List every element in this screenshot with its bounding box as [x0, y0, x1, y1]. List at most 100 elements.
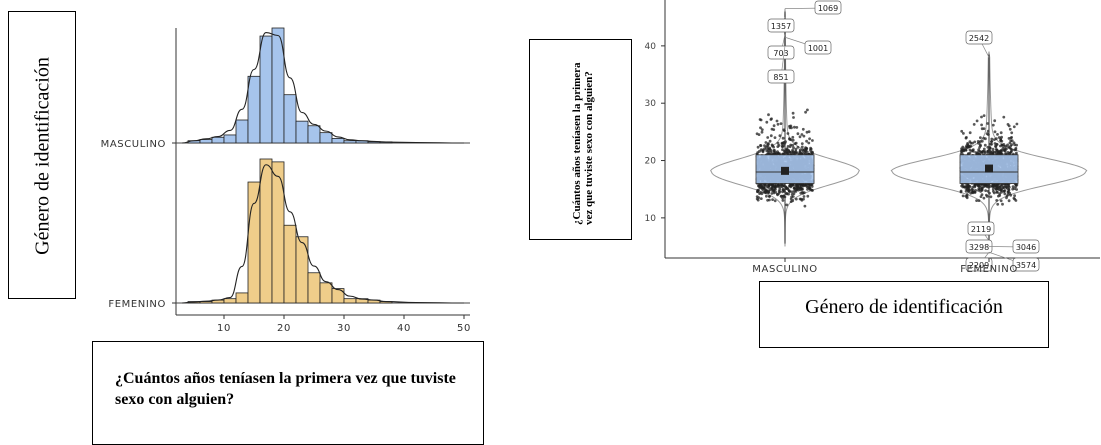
data-point: [792, 146, 795, 149]
data-point: [767, 113, 770, 116]
data-point: [776, 193, 779, 196]
data-point: [760, 144, 763, 147]
data-point: [984, 184, 987, 187]
data-point: [793, 126, 796, 129]
data-point: [758, 150, 761, 153]
data-point: [1015, 144, 1018, 147]
data-point: [762, 150, 765, 153]
left-y-axis-title: Género de identificación: [32, 57, 55, 255]
data-point: [978, 199, 981, 202]
data-point: [796, 151, 799, 154]
left-x-axis-title-box: ¿Cuántos años teníasen la primera vez qu…: [92, 341, 484, 445]
data-point: [981, 127, 984, 130]
data-point: [998, 192, 1001, 195]
data-point: [980, 116, 983, 119]
data-point: [967, 190, 970, 193]
data-point: [1004, 152, 1007, 155]
data-point: [774, 136, 777, 139]
data-point: [809, 188, 812, 191]
data-point: [983, 114, 986, 117]
right-y-axis-title: ¿Cuántos años teníasen la primera vez qu…: [571, 55, 595, 225]
right-x-axis-title: Género de identificación: [760, 296, 1048, 319]
data-point: [788, 125, 791, 128]
data-point: [782, 137, 785, 140]
data-point: [803, 148, 806, 151]
data-point: [765, 195, 768, 198]
data-point: [982, 150, 985, 153]
data-point: [780, 122, 783, 125]
data-point: [990, 143, 993, 146]
data-point: [804, 111, 807, 114]
data-point: [789, 145, 792, 148]
left-x-axis-title: ¿Cuántos años teníasen la primera vez qu…: [115, 368, 465, 410]
data-point: [770, 187, 773, 190]
data-point: [1016, 184, 1019, 187]
data-point: [979, 150, 982, 153]
data-point: [807, 142, 810, 145]
outlier-label: 3574: [1016, 261, 1036, 270]
data-point: [963, 186, 966, 189]
data-point: [966, 186, 969, 189]
data-point: [805, 184, 808, 187]
data-point: [1013, 125, 1016, 128]
data-point: [760, 186, 763, 189]
data-point: [973, 141, 976, 144]
data-point: [757, 199, 760, 202]
data-point: [771, 128, 774, 131]
data-point: [992, 188, 995, 191]
data-point: [981, 193, 984, 196]
data-point: [799, 198, 802, 201]
category-label-femenino: FEMENINO: [960, 264, 1018, 275]
data-point: [792, 116, 795, 119]
data-point: [990, 140, 993, 143]
data-point: [1010, 131, 1013, 134]
right-x-axis-title-box: Género de identificación: [759, 281, 1049, 348]
data-point: [993, 138, 996, 141]
data-point: [797, 132, 800, 135]
data-point: [778, 188, 781, 191]
data-point: [1000, 131, 1003, 134]
data-point: [1008, 152, 1011, 155]
data-point: [771, 198, 774, 201]
data-point: [799, 149, 802, 152]
data-point: [989, 185, 992, 188]
data-point: [1000, 199, 1003, 202]
data-point: [766, 199, 769, 202]
data-point: [986, 132, 989, 135]
data-point: [995, 199, 998, 202]
data-point: [756, 190, 759, 193]
data-point: [760, 197, 763, 200]
data-point: [1007, 146, 1010, 149]
data-point: [1009, 194, 1012, 197]
data-point: [980, 124, 983, 127]
data-point: [1010, 143, 1013, 146]
data-point: [793, 192, 796, 195]
data-point: [1000, 189, 1003, 192]
data-point: [965, 144, 968, 147]
y-tick-label: 40: [645, 42, 657, 52]
left-y-axis-title-box: Género de identificación: [8, 11, 76, 299]
data-point: [803, 195, 806, 198]
data-point: [1010, 148, 1013, 151]
data-point: [776, 145, 779, 148]
data-point: [791, 199, 794, 202]
data-point: [986, 195, 989, 198]
data-point: [974, 151, 977, 154]
data-point: [1001, 144, 1004, 147]
data-point: [789, 151, 792, 154]
data-point: [965, 149, 968, 152]
data-point: [962, 195, 965, 198]
data-point: [970, 150, 973, 153]
data-point: [996, 133, 999, 136]
data-point: [979, 136, 982, 139]
data-point: [1003, 149, 1006, 152]
data-point: [786, 193, 789, 196]
mean-marker: [985, 165, 993, 173]
outlier-label: 3046: [1016, 243, 1036, 252]
data-point: [1010, 137, 1013, 140]
data-point: [794, 142, 797, 145]
data-point: [984, 144, 987, 147]
data-point: [983, 197, 986, 200]
data-point: [765, 141, 768, 144]
data-point: [758, 192, 761, 195]
